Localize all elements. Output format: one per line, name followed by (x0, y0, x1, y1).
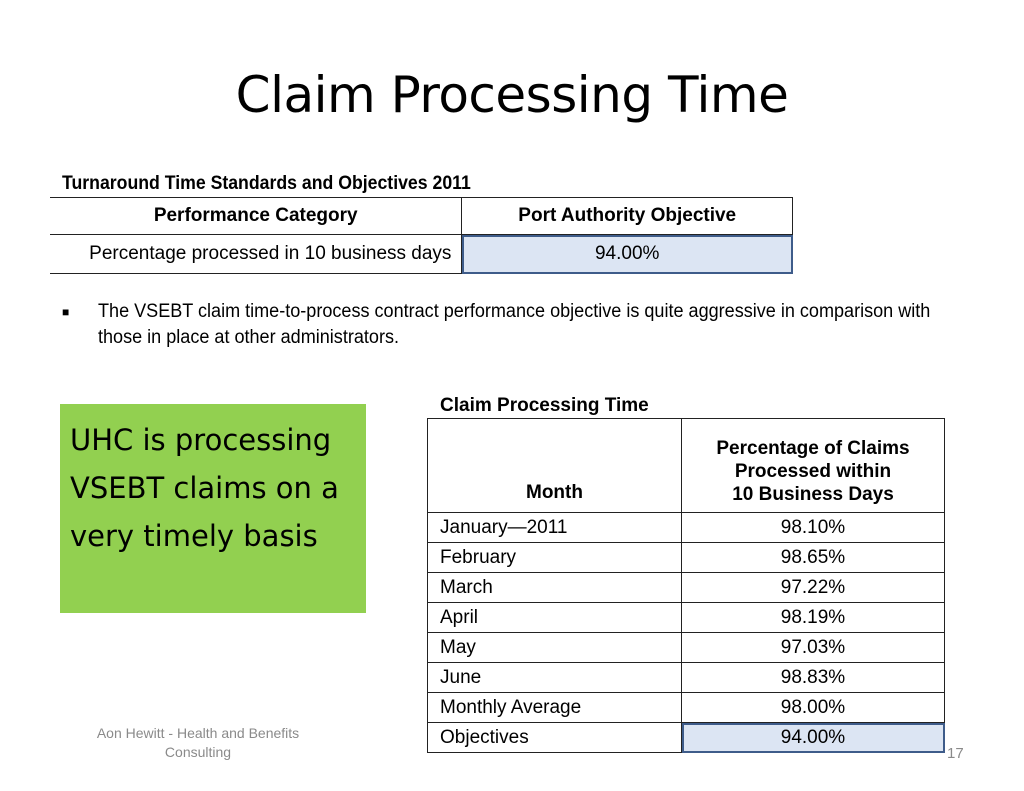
category-cell: Percentage processed in 10 business days (50, 234, 463, 274)
value-cell: 98.83% (681, 662, 945, 693)
slide-title: Claim Processing Time (235, 66, 789, 124)
header-month: Month (427, 418, 682, 513)
header-port-authority-objective: Port Authority Objective (461, 197, 793, 235)
callout-box: UHC is processing VSEBT claims on a very… (60, 404, 366, 613)
month-cell: February (427, 542, 682, 573)
callout-text: UHC is processing VSEBT claims on a very… (70, 423, 339, 553)
value-cell: 97.03% (681, 632, 945, 663)
standards-table-header-row: Performance Category Port Authority Obje… (50, 197, 793, 235)
month-cell: Monthly Average (427, 692, 682, 723)
objective-cell: 94.00% (461, 234, 793, 274)
value-cell: 98.10% (681, 512, 945, 543)
table-row: June 98.83% (427, 662, 945, 693)
objective-value-cell: 94.00% (681, 722, 945, 753)
value-cell: 97.22% (681, 572, 945, 603)
header-percentage-line-3: 10 Business Days (732, 484, 894, 505)
header-percentage: Percentage of Claims Processed within 10… (681, 418, 945, 513)
month-cell: March (427, 572, 682, 603)
month-cell: Objectives (427, 722, 682, 753)
month-cell: April (427, 602, 682, 633)
month-cell: May (427, 632, 682, 663)
table-row: May 97.03% (427, 632, 945, 663)
bullet-text: The VSEBT claim time-to-process contract… (98, 301, 931, 348)
table-row: Objectives 94.00% (427, 722, 945, 753)
page-number: 17 (947, 745, 964, 762)
table-row: Monthly Average 98.00% (427, 692, 945, 723)
value-cell: 98.19% (681, 602, 945, 633)
standards-table: Performance Category Port Authority Obje… (50, 197, 793, 274)
table-row: January—2011 98.10% (427, 512, 945, 543)
bullet-square-icon: ■ (62, 305, 70, 319)
table-row: April 98.19% (427, 602, 945, 633)
processing-table-header-row: Month Percentage of Claims Processed wit… (427, 418, 945, 513)
header-performance-category: Performance Category (50, 197, 463, 235)
value-cell: 98.65% (681, 542, 945, 573)
table-row: February 98.65% (427, 542, 945, 573)
slide-footer: Aon Hewitt - Health and Benefits Consult… (96, 725, 300, 760)
processing-table: Month Percentage of Claims Processed wit… (427, 418, 945, 753)
table-row: March 97.22% (427, 572, 945, 603)
month-cell: January—2011 (427, 512, 682, 543)
month-cell: June (427, 662, 682, 693)
standards-table-caption: Turnaround Time Standards and Objectives… (62, 173, 471, 194)
table-row: Percentage processed in 10 business days… (50, 234, 793, 274)
processing-table-caption: Claim Processing Time (440, 395, 649, 416)
header-percentage-line-2: Processed within (734, 461, 892, 482)
header-percentage-line-1: Percentage of Claims (716, 438, 910, 459)
value-cell: 98.00% (681, 692, 945, 723)
